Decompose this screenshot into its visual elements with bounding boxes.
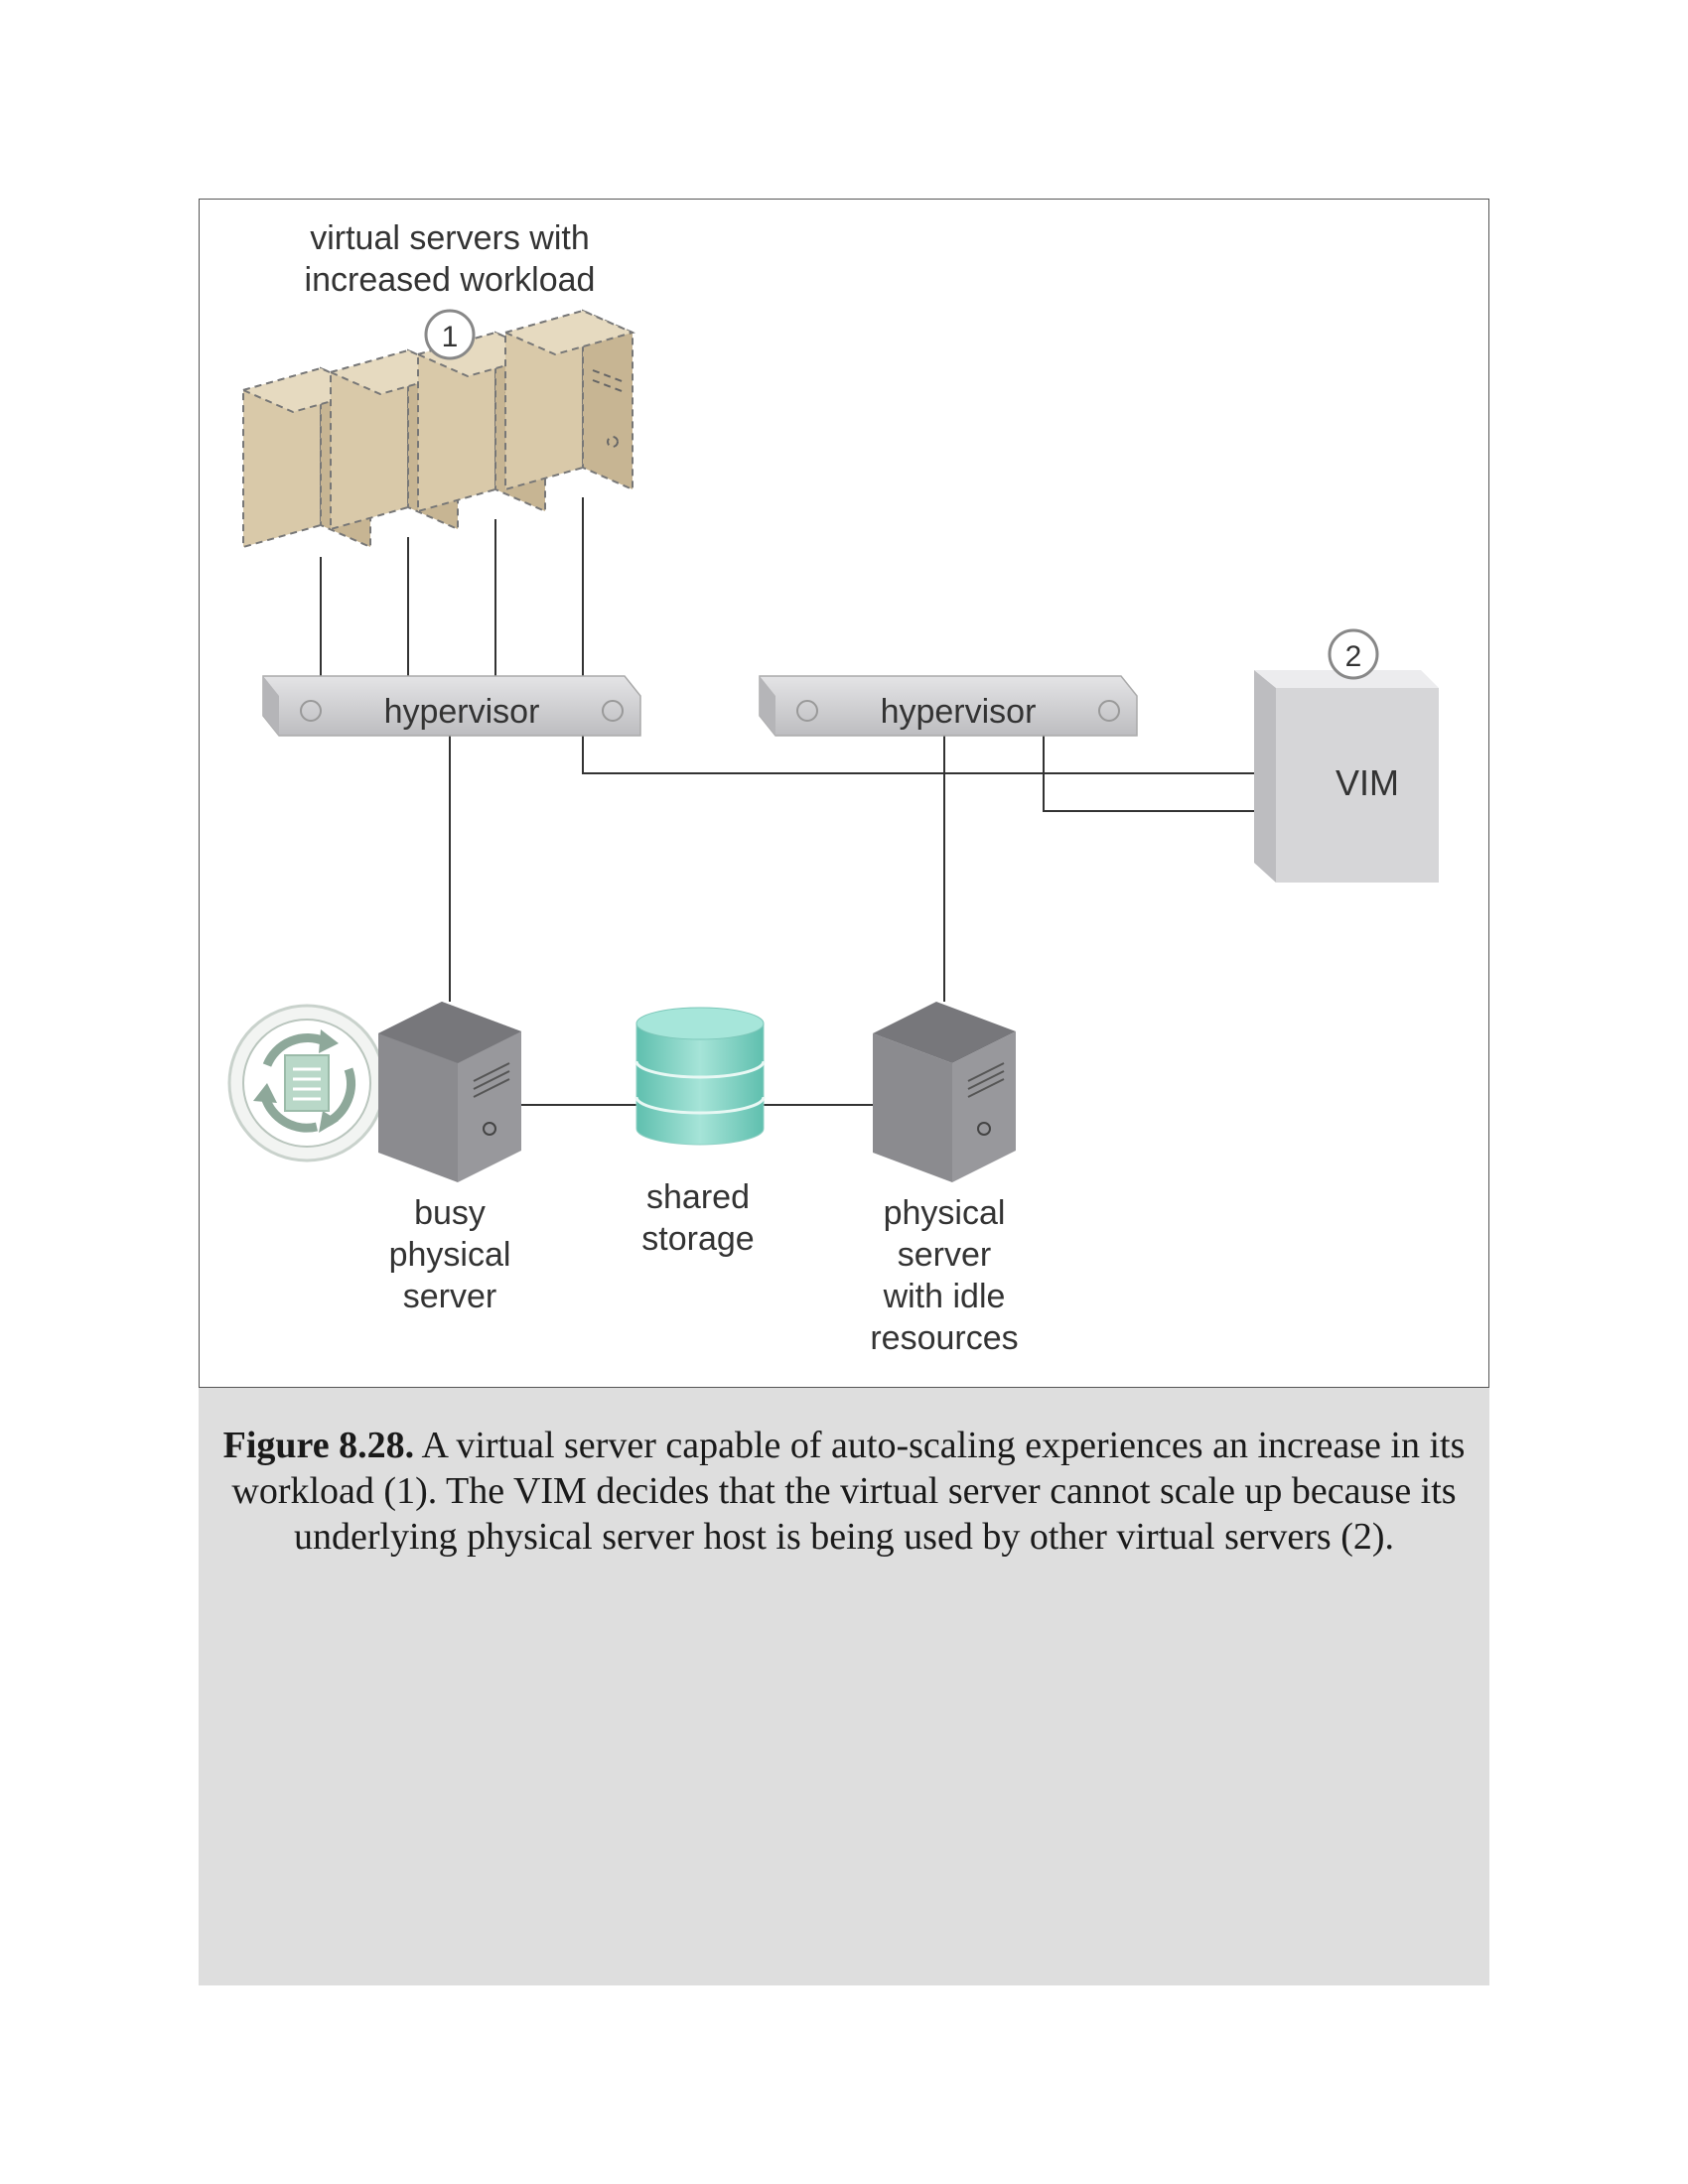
connector-line [583,736,1258,773]
vim-label: VIM [1336,762,1399,803]
shared-storage-label-line: storage [641,1220,754,1258]
auto-scaling-icon [229,1006,384,1160]
vim-box: VIM [1254,670,1439,883]
marker-1-label: 1 [442,321,459,353]
busy-server-label-line: busy [414,1194,486,1232]
marker-1: 1 [426,311,474,358]
idle-server-label-line: with idle [883,1278,1006,1315]
marker-2-label: 2 [1345,640,1362,673]
virtual-server-icon [505,311,633,489]
figure-caption-label: Figure 8.28. [223,1425,414,1466]
figure-caption-text: A virtual server capable of auto-scaling… [231,1425,1465,1558]
shared-storage-label: shared storage [641,1178,754,1258]
marker-2: 2 [1330,630,1377,678]
hypervisor-left: hypervisor [263,676,640,736]
database-icon [636,1008,764,1145]
idle-server-label-line: resources [870,1319,1018,1357]
hypervisor-left-label: hypervisor [384,693,540,731]
figure-caption: Figure 8.28. A virtual server capable of… [199,1423,1489,1560]
idle-server-label-line: server [898,1236,991,1274]
virtual-servers-label-line2: increased workload [305,261,596,299]
idle-server-label: physical server with idle resources [870,1194,1018,1357]
hypervisor-right: hypervisor [760,676,1137,736]
physical-server-icon [873,1002,1016,1182]
physical-server-icon [378,1002,521,1182]
busy-server-label-line: server [403,1278,496,1315]
hypervisor-right-label: hypervisor [881,693,1037,731]
busy-server-label: busy physical server [389,1194,511,1315]
shared-storage-label-line: shared [646,1178,750,1216]
idle-server-label-line: physical [884,1194,1006,1232]
diagram: virtual servers with increased workload … [199,199,1489,1388]
busy-server-label-line: physical [389,1236,511,1274]
virtual-servers-label-line1: virtual servers with [310,219,590,257]
